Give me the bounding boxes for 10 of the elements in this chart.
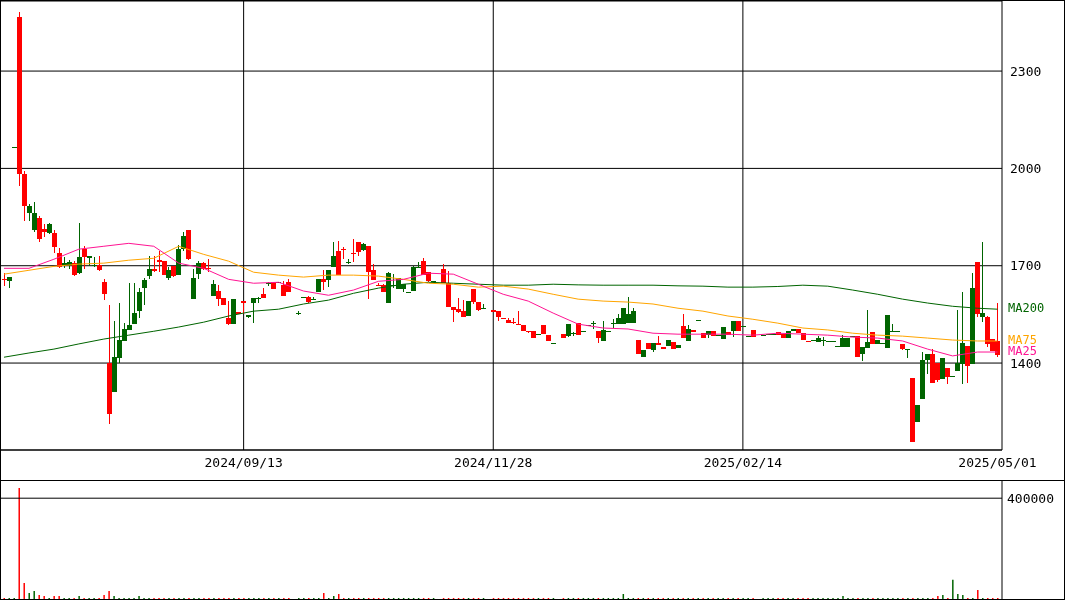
y-tick-label: 2000	[1010, 161, 1042, 177]
series-label: MA75	[1008, 332, 1037, 347]
series-label: MA200	[1008, 301, 1045, 316]
x-tick-label: 2024/11/28	[454, 455, 533, 471]
y-tick-label: 2300	[1010, 63, 1042, 79]
x-tick-label: 2025/02/14	[703, 455, 783, 471]
y-tick-label: 1700	[1010, 258, 1042, 274]
text: 400000	[1007, 490, 1054, 506]
x-tick-label: 2025/05/01	[958, 455, 1037, 471]
x-tick-label: 2024/09/13	[204, 455, 283, 471]
